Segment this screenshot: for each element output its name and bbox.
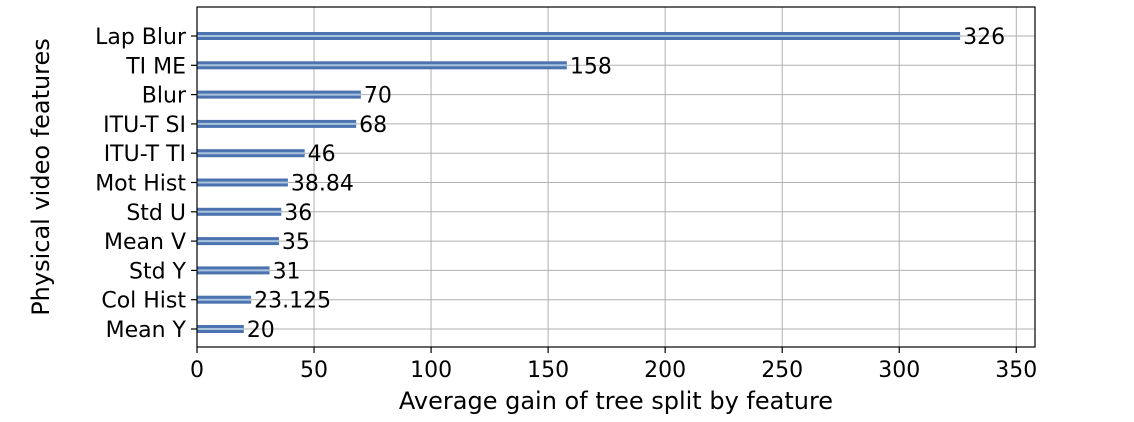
bars <box>197 32 961 333</box>
bar <box>197 237 279 246</box>
bar <box>197 61 567 70</box>
x-tick-label: 300 <box>878 358 920 383</box>
bar <box>197 295 252 304</box>
category-label: TI ME <box>125 54 186 79</box>
category-label: ITU-T TI <box>104 142 186 167</box>
value-label: 35 <box>282 230 310 255</box>
category-label: Std Y <box>129 259 187 284</box>
x-tick-label: 250 <box>761 358 803 383</box>
category-label: ITU-T SI <box>103 113 186 138</box>
x-tick-label: 50 <box>300 358 328 383</box>
category-label: Mean V <box>104 230 186 255</box>
value-label: 38.84 <box>291 172 354 197</box>
category-label: Blur <box>142 84 187 109</box>
value-label: 158 <box>570 54 612 79</box>
x-tick-label: 0 <box>190 358 204 383</box>
plot-area-frame <box>196 6 1036 348</box>
bar <box>197 90 361 99</box>
bar <box>197 325 244 333</box>
bar <box>197 119 357 128</box>
value-label: 36 <box>284 201 312 226</box>
bar <box>197 266 270 275</box>
x-axis-ticks: 0 50 100 150 200 250 300 350 <box>190 347 1037 383</box>
bar <box>197 149 305 158</box>
bar <box>197 178 288 187</box>
value-label: 70 <box>364 84 392 109</box>
x-tick-label: 100 <box>410 358 452 383</box>
x-tick-label: 150 <box>527 358 569 383</box>
y-axis-ticks: Lap Blur TI ME Blur ITU-T SI ITU-T TI Mot His… <box>95 25 197 343</box>
value-label: 326 <box>963 25 1005 50</box>
category-label: Col Hist <box>101 289 186 314</box>
value-label: 68 <box>359 113 387 138</box>
x-tick-label: 200 <box>644 358 686 383</box>
bar <box>197 207 282 216</box>
y-axis-title: Physical video features <box>27 38 55 316</box>
category-label: Mean Y <box>106 318 187 343</box>
category-label: Lap Blur <box>95 25 187 50</box>
x-tick-label: 350 <box>995 358 1037 383</box>
value-label: 31 <box>273 259 301 284</box>
value-label: 23.125 <box>254 289 331 314</box>
value-label: 46 <box>308 142 336 167</box>
value-labels: 326 158 70 68 46 38.84 36 35 31 23.125 20 <box>247 25 1005 343</box>
category-label: Std U <box>126 201 186 226</box>
value-label: 20 <box>247 318 275 343</box>
category-label: Mot Hist <box>95 172 186 197</box>
bar <box>197 32 961 40</box>
x-axis-title: Average gain of tree split by feature <box>399 387 833 415</box>
